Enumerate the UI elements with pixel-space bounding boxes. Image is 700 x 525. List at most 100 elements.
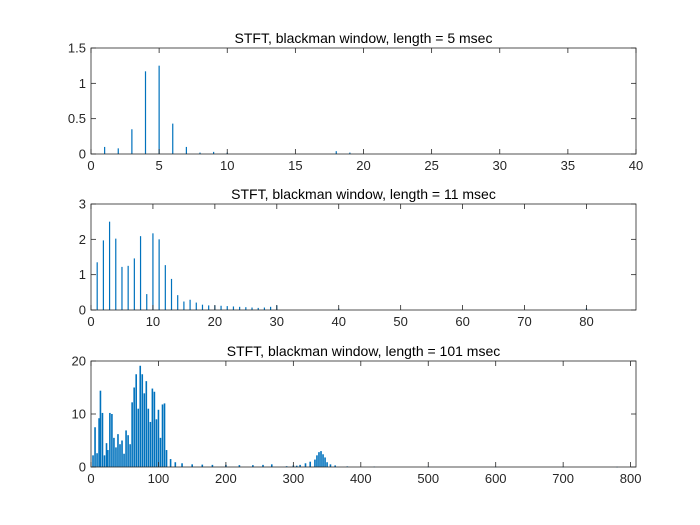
bar (149, 421, 152, 467)
x-tick-label: 400 (350, 471, 372, 486)
bar (131, 129, 133, 154)
bar (137, 408, 140, 467)
bar (309, 461, 312, 467)
bar (159, 437, 162, 467)
bar (213, 151, 215, 154)
x-tick-label: 100 (148, 471, 170, 486)
x-tick-label: 600 (485, 471, 507, 486)
bar (113, 437, 115, 467)
bar (220, 305, 222, 310)
bar (299, 464, 301, 467)
bar (105, 443, 108, 467)
bar (334, 465, 336, 467)
x-tick-label: 5 (156, 158, 163, 173)
bar (165, 450, 168, 467)
subplot-title: STFT, blackman window, length = 101 msec (227, 343, 501, 359)
bar (208, 305, 210, 310)
bar (329, 464, 332, 467)
bar (262, 464, 264, 467)
bar (169, 459, 172, 467)
bar (92, 455, 94, 467)
y-tick-label: 0 (79, 460, 86, 475)
bar (94, 427, 96, 467)
y-tick-label: 0 (79, 147, 86, 162)
bar (185, 146, 187, 154)
y-tick-label: 3 (79, 197, 86, 212)
bar (131, 402, 133, 467)
bar (127, 265, 129, 310)
subplot-5-msec: STFT, blackman window, length = 5 msec 0… (68, 30, 643, 173)
bar (318, 452, 320, 467)
bar (158, 239, 160, 310)
x-tick-label: 0 (87, 314, 94, 329)
bar (143, 393, 146, 467)
axes-box (90, 203, 637, 311)
bar (174, 462, 177, 467)
x-tick-label: 300 (282, 471, 304, 486)
bar (151, 388, 154, 467)
bar (177, 295, 179, 310)
y-tick-label: 1 (79, 76, 86, 91)
bar (158, 65, 160, 154)
bar (263, 307, 266, 310)
x-tick-label: 30 (493, 158, 507, 173)
bar (107, 450, 109, 467)
bar (232, 306, 235, 310)
bar (104, 146, 106, 154)
y-tick-label: 1.5 (68, 41, 86, 56)
bar (135, 374, 137, 467)
bar (251, 307, 253, 310)
y-tick-label: 0 (79, 303, 86, 318)
y-tick-label: 1 (79, 267, 86, 282)
subplot-title: STFT, blackman window, length = 5 msec (235, 30, 493, 46)
bar (144, 71, 147, 154)
bar (111, 414, 113, 467)
bar (119, 444, 121, 467)
x-tick-label: 70 (517, 314, 531, 329)
bar (257, 307, 259, 310)
x-tick-label: 40 (331, 314, 345, 329)
x-tick-label: 0 (87, 471, 94, 486)
bar (211, 464, 214, 467)
bar (161, 404, 164, 467)
y-tick-label: 0.5 (68, 111, 86, 126)
bar (96, 262, 98, 310)
bar (152, 233, 154, 310)
bar (145, 381, 148, 467)
bar (121, 440, 123, 467)
bar (181, 463, 183, 467)
x-tick-label: 20 (208, 314, 222, 329)
bar (117, 434, 119, 467)
bar (191, 464, 193, 467)
x-tick-label: 10 (146, 314, 160, 329)
bar (195, 302, 197, 310)
bar (127, 435, 129, 467)
bar (125, 430, 127, 467)
bar (133, 387, 135, 467)
bar (102, 240, 104, 310)
bar (101, 412, 104, 467)
bar (322, 454, 324, 467)
x-tick-label: 20 (356, 158, 370, 173)
bar (139, 365, 142, 467)
x-tick-label: 500 (417, 471, 439, 486)
bar (164, 265, 166, 310)
x-tick-label: 60 (455, 314, 469, 329)
bar (108, 221, 111, 310)
x-tick-label: 10 (220, 158, 234, 173)
bar (183, 301, 185, 310)
bar (201, 464, 204, 467)
y-tick-label: 2 (79, 232, 86, 247)
bar (103, 455, 106, 467)
bar (170, 278, 173, 310)
bar (314, 459, 316, 467)
y-tick-label: 20 (72, 354, 86, 369)
bar (115, 238, 117, 310)
bar (316, 455, 318, 467)
x-tick-label: 50 (393, 314, 407, 329)
y-tick-label: 10 (72, 407, 86, 422)
bar (189, 299, 191, 310)
bar (245, 307, 247, 310)
x-tick-label: 800 (620, 471, 642, 486)
